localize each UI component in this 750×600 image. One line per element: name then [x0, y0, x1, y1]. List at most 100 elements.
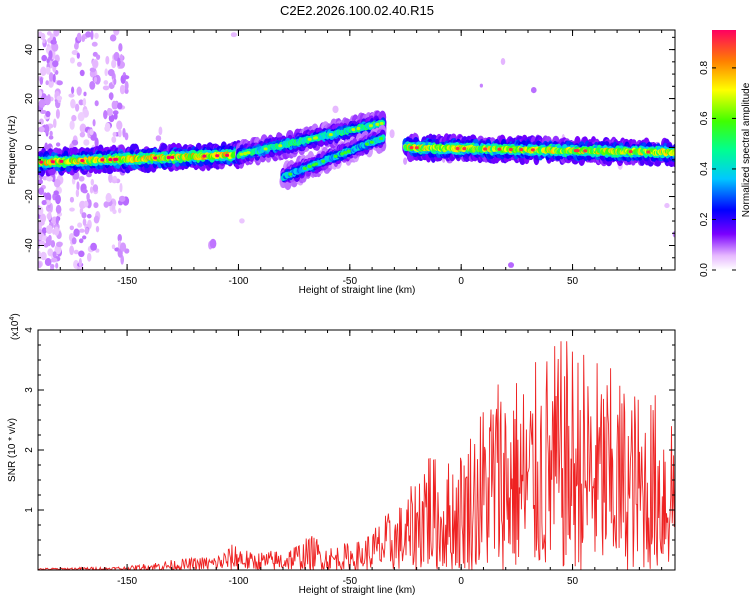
- spectral-cell: [38, 118, 44, 125]
- spectral-cell: [76, 61, 82, 67]
- spectral-cell: [83, 91, 87, 97]
- spectral-cell: [78, 99, 84, 106]
- spectral-cell: [311, 163, 316, 167]
- colorbar-tick-label: 0.8: [699, 61, 710, 75]
- spectral-cell: [307, 164, 312, 169]
- spectral-cell: [44, 124, 50, 134]
- spectral-cell: [95, 225, 100, 233]
- spectral-cell: [73, 249, 79, 255]
- spectral-cell: [105, 192, 112, 203]
- spectral-cell: [118, 43, 123, 52]
- spectral-cell: [50, 263, 55, 269]
- spectral-cell: [108, 157, 113, 162]
- spectral-cell: [109, 34, 117, 42]
- spectral-cell: [75, 189, 80, 198]
- spectral-cell: [103, 110, 108, 120]
- spectral-cell: [40, 213, 47, 223]
- figure-title: C2E2.2026.100.02.40.R15: [280, 3, 434, 18]
- spectral-cell: [122, 75, 130, 80]
- spectral-cell: [52, 251, 57, 258]
- spectral-cell: [239, 218, 245, 224]
- spectral-cell: [71, 50, 79, 56]
- spectral-cell: [73, 228, 80, 237]
- spectral-cell: [403, 157, 408, 165]
- spectral-cell: [55, 142, 61, 147]
- spectral-cell: [107, 69, 115, 77]
- spectral-cell: [82, 235, 87, 240]
- spectral-cell: [51, 173, 56, 183]
- spectral-cell: [39, 160, 44, 164]
- spectral-cell: [368, 124, 373, 128]
- spectral-cell: [153, 156, 158, 160]
- spectral-cell: [80, 159, 85, 163]
- spectral-cell: [455, 146, 460, 151]
- spectral-cell: [111, 59, 117, 69]
- spectral-cell: [49, 130, 53, 137]
- spectral-cell: [86, 172, 92, 178]
- spectral-cell: [117, 233, 122, 242]
- spectral-cell: [41, 200, 47, 206]
- colorbar: 0.00.20.40.60.8 Normalized spectral ampl…: [699, 30, 750, 277]
- spectral-cell: [79, 123, 87, 134]
- spectral-cell: [89, 67, 97, 73]
- spectral-cell: [45, 110, 51, 118]
- spectral-cell: [47, 248, 54, 257]
- spectral-cell: [46, 175, 54, 182]
- spectral-cell: [86, 213, 92, 219]
- spectral-cell: [379, 121, 384, 126]
- spectral-cell: [44, 257, 52, 267]
- spectral-cell: [530, 87, 537, 94]
- spectral-cell: [59, 159, 64, 163]
- spectral-cell: [103, 80, 109, 85]
- spectral-cell: [77, 111, 85, 122]
- spectral-cell: [69, 207, 75, 212]
- spectral-cell: [82, 218, 87, 226]
- spectral-cell: [202, 154, 207, 158]
- spectral-cell: [108, 92, 114, 100]
- spectral-cell: [48, 210, 52, 221]
- snr-multiplier: (x104): [9, 313, 21, 340]
- spectral-cell: [55, 204, 62, 214]
- spectral-cell: [166, 155, 171, 160]
- spectral-cell: [44, 95, 51, 106]
- spectral-cell: [77, 222, 83, 228]
- spectral-cell: [321, 159, 326, 163]
- colorbar-tick-label: 0.4: [699, 162, 710, 176]
- spectral-cell: [82, 97, 87, 107]
- spectral-cell: [119, 242, 127, 252]
- spectral-cell: [41, 227, 47, 234]
- spectral-cell: [76, 181, 80, 191]
- spectral-cell: [346, 149, 351, 153]
- spectral-cell: [116, 120, 123, 130]
- y-tick-label: 40: [24, 44, 35, 56]
- y-tick-label: 0: [24, 144, 35, 150]
- spectral-cell: [79, 207, 84, 215]
- spectral-cell: [52, 60, 59, 68]
- spectral-cell: [307, 137, 312, 141]
- spectral-cell: [69, 120, 75, 130]
- spectral-cell: [530, 148, 535, 152]
- spectral-cell: [120, 254, 125, 265]
- spectral-cell: [84, 227, 89, 235]
- spectral-cell: [409, 146, 414, 150]
- spectral-cell: [42, 175, 48, 181]
- spectral-cell: [111, 100, 117, 110]
- spectral-cell: [76, 32, 82, 42]
- spectral-cell: [45, 66, 51, 75]
- spectral-cell: [55, 108, 60, 119]
- spectral-cell: [69, 245, 75, 256]
- spectral-cell: [246, 151, 251, 155]
- spectral-cell: [288, 172, 293, 176]
- spectral-cell: [38, 179, 43, 185]
- spectral-cell: [50, 257, 58, 263]
- spectral-cell: [89, 128, 94, 136]
- spectral-cell: [170, 155, 175, 159]
- spectral-cell: [45, 236, 52, 247]
- spectral-cell: [112, 175, 117, 181]
- spectral-cell: [45, 224, 53, 235]
- spectral-cell: [48, 72, 54, 82]
- spectral-cell: [74, 103, 80, 112]
- spectral-cell: [56, 95, 63, 101]
- spectral-cell: [93, 202, 99, 209]
